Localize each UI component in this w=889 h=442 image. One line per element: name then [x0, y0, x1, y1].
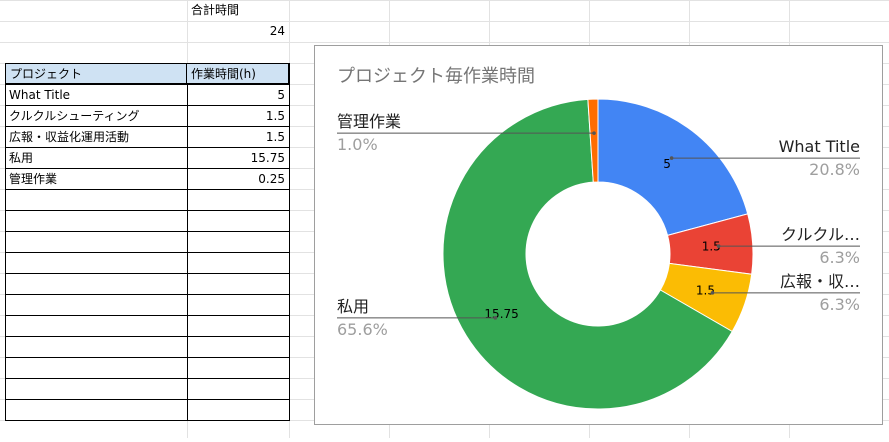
header-hours-cell[interactable]: 作業時間(h): [187, 63, 289, 84]
row-project-cell[interactable]: 私用: [9, 151, 34, 165]
row-project-cell[interactable]: クルクルシューティング: [9, 109, 140, 123]
row-hours-cell[interactable]: 15.75: [250, 151, 285, 165]
slice-value-label: 5: [663, 157, 671, 171]
slice-percent-label: 1.0%: [337, 135, 378, 154]
row-project-cell[interactable]: What Title: [9, 88, 71, 102]
donut-slice[interactable]: [597, 98, 749, 236]
header-project-cell[interactable]: プロジェクト: [5, 63, 187, 84]
slice-percent-label: 65.6%: [337, 320, 388, 339]
slice-name-label: 広報・収…: [780, 272, 860, 291]
slice-percent-label: 6.3%: [819, 248, 860, 267]
slice-name-label: 管理作業: [337, 112, 401, 131]
slice-name-label: クルクル…: [781, 225, 860, 244]
total-value-cell[interactable]: 24: [269, 24, 285, 38]
slice-percent-label: 6.3%: [819, 295, 860, 314]
row-hours-cell[interactable]: 5: [277, 88, 285, 102]
slice-value-label: 1.5: [702, 240, 721, 254]
donut-chart[interactable]: 5 What Title 20.8% 1.5 クルクル… 6.3% 1.5 広報・収… 6.3%…: [314, 45, 883, 425]
slice-name-label: What Title: [779, 137, 860, 156]
row-hours-cell[interactable]: 1.5: [265, 109, 285, 123]
donut-chart-canvas: 5 What Title 20.8% 1.5 クルクル… 6.3% 1.5 広報・収… 6.3%…: [337, 98, 860, 410]
slice-name-label: 私用: [337, 297, 369, 316]
slice-percent-label: 20.8%: [809, 160, 860, 179]
row-project-cell[interactable]: 広報・収益化運用活動: [9, 130, 130, 144]
chart-title: プロジェクト毎作業時間: [337, 66, 535, 87]
row-hours-cell[interactable]: 1.5: [265, 130, 285, 144]
slice-value-label: 1.5: [696, 283, 715, 297]
donut-slice[interactable]: [442, 98, 733, 410]
donut-slice[interactable]: [587, 98, 599, 183]
slice-value-label: 15.75: [484, 307, 518, 321]
row-hours-cell[interactable]: 0.25: [258, 172, 285, 186]
total-label-cell[interactable]: 合計時間: [191, 3, 240, 17]
row-project-cell[interactable]: 管理作業: [9, 172, 58, 186]
